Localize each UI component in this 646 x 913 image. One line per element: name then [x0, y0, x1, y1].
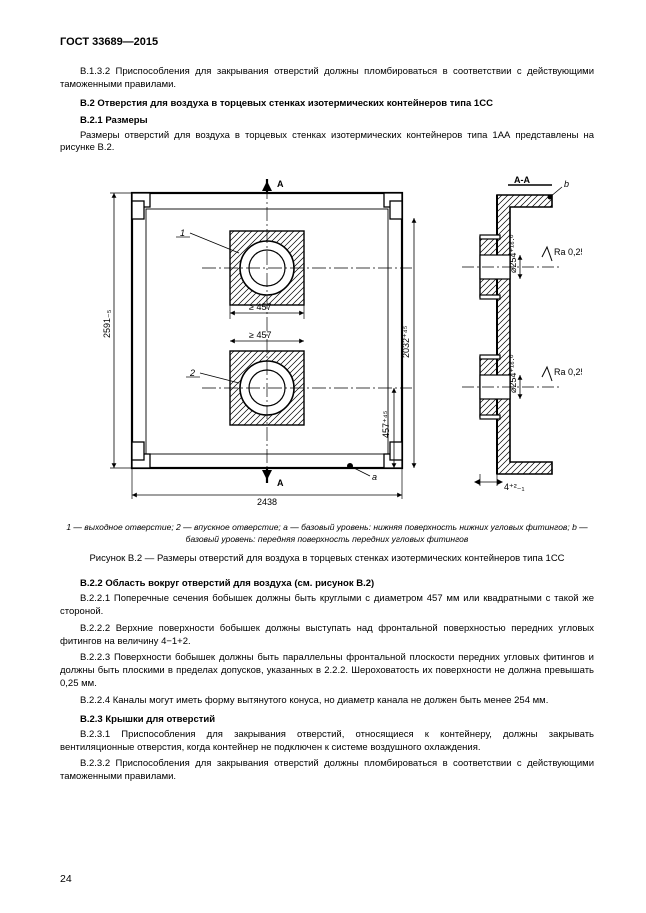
section-mark-top: А	[277, 179, 284, 189]
dim-min-width-2: ≥ 457	[249, 330, 271, 340]
figure-legend: 1 — выходное отверстие; 2 — впускное отв…	[60, 522, 594, 545]
para-b223: В.2.2.3 Поверхности бобышек должны быть …	[60, 652, 594, 690]
para-b221: В.2.2.1 Поперечные сечения бобышек должн…	[60, 593, 594, 619]
ref-2: 2	[189, 368, 195, 378]
dia1: ⌀254⁺¹⁶·⁰	[508, 234, 518, 273]
dia2: ⌀254⁺¹⁶·⁰	[508, 354, 518, 393]
para-b224: В.2.2.4 Каналы могут иметь форму вытянут…	[60, 695, 594, 708]
dim-height: 2591₋₅	[102, 309, 112, 338]
figure-b2: А А 1 2 ≥ 457 ≥ 4	[60, 165, 594, 510]
ref-a: a	[372, 472, 377, 482]
para-b132: В.1.3.2 Приспособления для закрывания от…	[60, 66, 594, 92]
dim-offset: 4⁺²₋₁	[504, 482, 525, 492]
heading-b21: В.2.1 Размеры	[60, 115, 594, 126]
section-label: А-А	[514, 175, 530, 185]
dim-2032: 2032⁺⁴⁵	[401, 326, 411, 359]
heading-b23: В.2.3 Крышки для отверстий	[60, 714, 594, 725]
ref-b: b	[564, 179, 569, 189]
para-b21: Размеры отверстий для воздуха в торцевых…	[60, 130, 594, 156]
figure-caption: Рисунок В.2 — Размеры отверстий для возд…	[60, 553, 594, 564]
dim-457s: 457⁺⁴⁵	[381, 411, 391, 439]
para-b222: В.2.2.2 Верхние поверхности бобышек долж…	[60, 623, 594, 649]
para-b232: В.2.3.2 Приспособления для закрывания от…	[60, 758, 594, 784]
dim-width: 2438	[257, 497, 277, 507]
standard-header: ГОСТ 33689—2015	[60, 36, 594, 48]
ra1: Ra 0,25	[554, 247, 582, 257]
page-number: 24	[60, 873, 72, 885]
dim-min-width-1: ≥ 457	[249, 302, 271, 312]
heading-b22: В.2.2 Область вокруг отверстий для возду…	[60, 578, 594, 589]
section-mark-bottom: А	[277, 478, 284, 488]
ra2: Ra 0,25	[554, 367, 582, 377]
heading-b2: В.2 Отверстия для воздуха в торцевых сте…	[60, 98, 594, 109]
ref-1: 1	[180, 228, 185, 238]
para-b231: В.2.3.1 Приспособления для закрывания от…	[60, 729, 594, 755]
